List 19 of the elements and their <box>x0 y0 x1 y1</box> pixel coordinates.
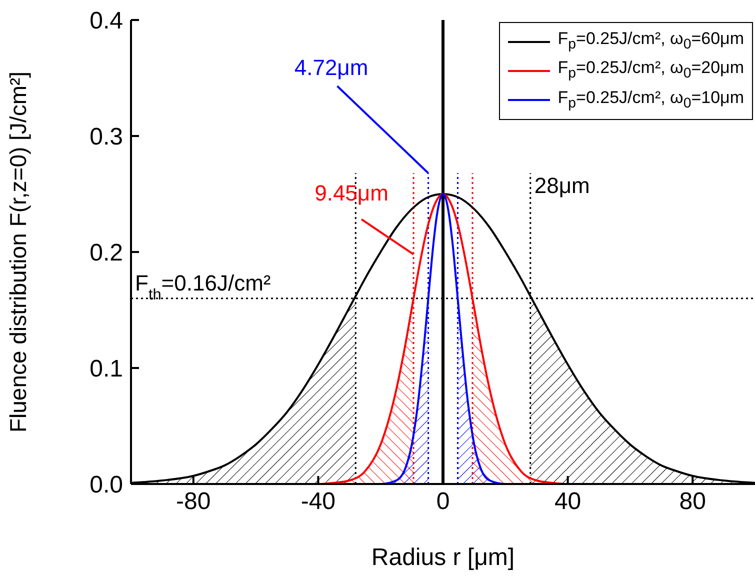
annotation: 28μm <box>534 172 590 198</box>
annotation: 9.45μm <box>314 180 388 206</box>
x-tick-label: 0 <box>436 488 450 516</box>
annotation: 4.72μm <box>294 54 368 80</box>
y-tick-label: 0.2 <box>90 240 123 267</box>
x-tick-label: -80 <box>176 488 211 516</box>
y-axis-title: Fluence distribution F(r,z=0) [J/cm²] <box>5 71 32 433</box>
x-tick-label: 40 <box>554 488 582 516</box>
x-tick-label: 80 <box>679 488 706 516</box>
legend-label: F$_{p}$=0.25J/cm², ω$_{0}$=60μm <box>558 28 744 54</box>
legend-label: F$_{p}$=0.25J/cm², ω$_{0}$=10μm <box>558 86 744 114</box>
legend-label: F$_{p}$=0.25J/cm², ω$_{0}$=20μm <box>558 57 744 84</box>
x-tick-label: -40 <box>300 488 336 516</box>
y-tick-label: 0.0 <box>90 472 123 499</box>
y-tick-label: 0.4 <box>90 8 123 35</box>
y-tick-label: 0.1 <box>90 356 123 383</box>
ref-line-label: F$_{th}$=0.16J/cm² <box>135 270 271 303</box>
x-axis-title: Radius r [μm] <box>371 544 515 571</box>
y-tick-label: 0.3 <box>90 124 123 151</box>
